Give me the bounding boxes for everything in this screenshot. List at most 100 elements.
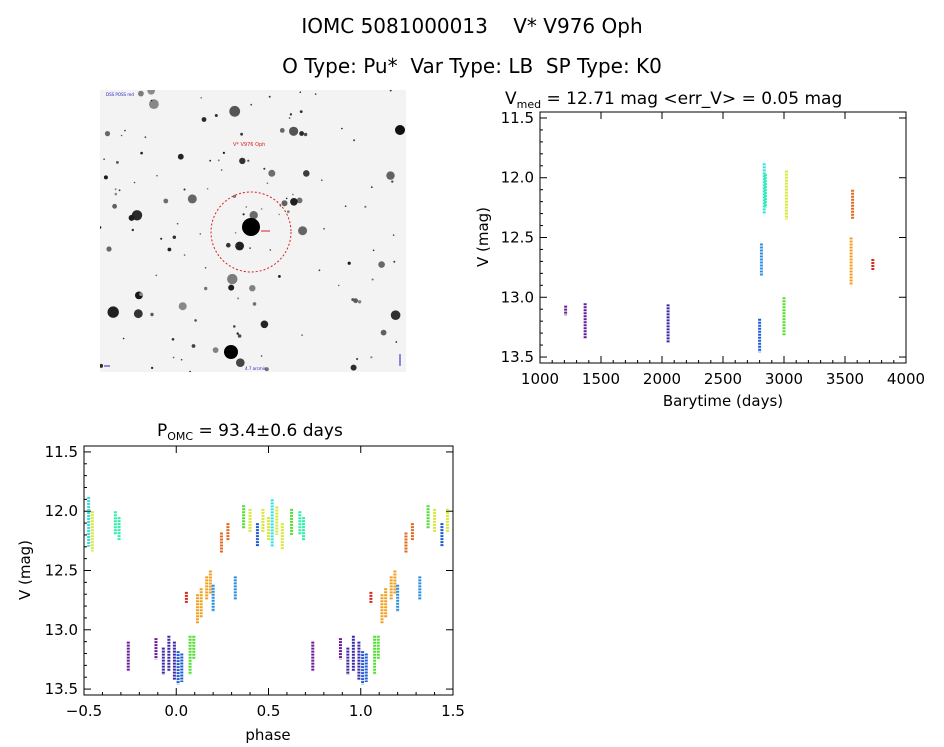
finder-star: [299, 110, 303, 113]
finder-star: [318, 269, 321, 272]
finder-star: [199, 233, 202, 235]
finder-star: [120, 134, 123, 137]
finder-star: [235, 241, 245, 251]
finder-star: [176, 222, 179, 225]
finder-star: [116, 161, 119, 164]
finder-star: [100, 363, 104, 368]
finder-star: [103, 175, 108, 180]
finder-star: [133, 181, 136, 184]
target-star: [242, 218, 260, 236]
finder-star: [180, 358, 183, 361]
phased-series: [87, 496, 449, 685]
finder-star: [103, 158, 105, 160]
finder-star: [303, 132, 308, 137]
finder-star: [226, 242, 231, 248]
finder-star: [266, 182, 269, 184]
finder-star: [139, 292, 143, 296]
finder-star: [337, 284, 340, 287]
finder-star: [183, 254, 186, 256]
finder-star: [268, 95, 271, 98]
finder-star: [249, 211, 258, 220]
light-curve-y-label: V (mag): [474, 207, 492, 267]
finder-star: [279, 128, 285, 133]
finder-star: [236, 358, 245, 368]
finder-star: [372, 249, 375, 252]
finder-star: [194, 319, 197, 322]
finder-star: [290, 198, 298, 206]
finder-star: [220, 169, 223, 171]
finder-star: [206, 187, 209, 190]
phased-x-tick-label: 0.5: [257, 702, 281, 720]
finder-star: [323, 227, 325, 230]
finder-star: [249, 285, 256, 292]
finder-chart-image: DSS POSS red V* V976 Oph 4.7 arcmin: [100, 90, 406, 372]
finder-star: [287, 210, 290, 213]
figure-title: IOMC 5081000013 V* V976 Oph: [301, 14, 643, 38]
finder-star: [298, 226, 308, 236]
light-curve-y-tick-label: 11.5: [501, 109, 534, 127]
finder-star: [217, 159, 220, 162]
finder-star: [303, 170, 310, 177]
finder-star: [112, 203, 117, 209]
light-curve-y-tick-label: 12.5: [501, 229, 534, 247]
finder-star: [371, 278, 374, 281]
finder-star: [263, 167, 266, 170]
light-curve-plot-frame: [539, 111, 907, 364]
finder-star: [232, 194, 237, 198]
finder-star: [214, 114, 218, 117]
finder-star: [160, 237, 163, 240]
finder-star: [249, 247, 251, 249]
finder-star: [172, 235, 176, 239]
finder-star: [395, 125, 405, 135]
light-curve-title-prefix: V: [505, 89, 517, 109]
finder-star: [106, 246, 112, 252]
finder-star: [150, 312, 154, 317]
finder-star: [237, 297, 240, 300]
finder-star: [260, 320, 269, 329]
svg-text:Vmed = 12.71 mag <err_V> = 0.0: Vmed = 12.71 mag <err_V> = 0.05 mag: [505, 89, 842, 111]
finder-star: [380, 329, 387, 336]
finder-star: [289, 113, 292, 116]
finder-star: [237, 334, 242, 338]
finder-star: [390, 310, 401, 320]
finder-star: [191, 344, 196, 348]
finder-star: [183, 188, 186, 191]
finder-star: [370, 356, 373, 359]
light-curve-series: [564, 163, 875, 353]
light-curve-x-tick-label: 2500: [704, 370, 742, 388]
finder-star: [100, 226, 102, 229]
finder-star: [224, 345, 238, 359]
finder-star-field: [100, 90, 405, 372]
finder-star: [289, 126, 299, 136]
finder-star: [378, 261, 385, 268]
finder-star: [228, 284, 235, 291]
finder-star: [350, 364, 357, 371]
finder-star: [234, 244, 237, 246]
finder-star: [278, 275, 281, 278]
light-curve-y-tick-label: 13.5: [501, 348, 534, 366]
finder-star: [299, 131, 304, 136]
light-curve-title-rest: = 12.71 mag <err_V> = 0.05 mag: [541, 89, 842, 109]
light-curve-title: Vmed = 12.71 mag <err_V> = 0.05 mag: [505, 89, 842, 111]
finder-star: [236, 332, 239, 335]
finder-star: [131, 228, 134, 232]
finder-star: [147, 90, 155, 95]
finder-star: [292, 193, 294, 196]
finder-star: [227, 273, 238, 285]
finder-star: [260, 355, 263, 357]
phased-y-tick-label: 11.5: [45, 443, 78, 461]
light-curve-y-tick-label: 12.0: [501, 169, 534, 187]
finder-star: [344, 205, 347, 207]
phased-y-tick-label: 12.5: [45, 562, 78, 580]
finder-target-label: V* V976 Oph: [233, 142, 265, 148]
phased-x-tick-label: −0.5: [66, 702, 102, 720]
finder-star: [201, 117, 207, 122]
finder-star: [233, 325, 236, 328]
phased-title-sub: OMC: [167, 430, 193, 443]
phased-x-label: phase: [245, 726, 290, 744]
finder-star: [389, 90, 392, 92]
finder-star: [156, 174, 158, 177]
phased-plot-frame: [83, 445, 454, 696]
finder-star: [171, 338, 175, 341]
finder-star: [178, 302, 187, 311]
